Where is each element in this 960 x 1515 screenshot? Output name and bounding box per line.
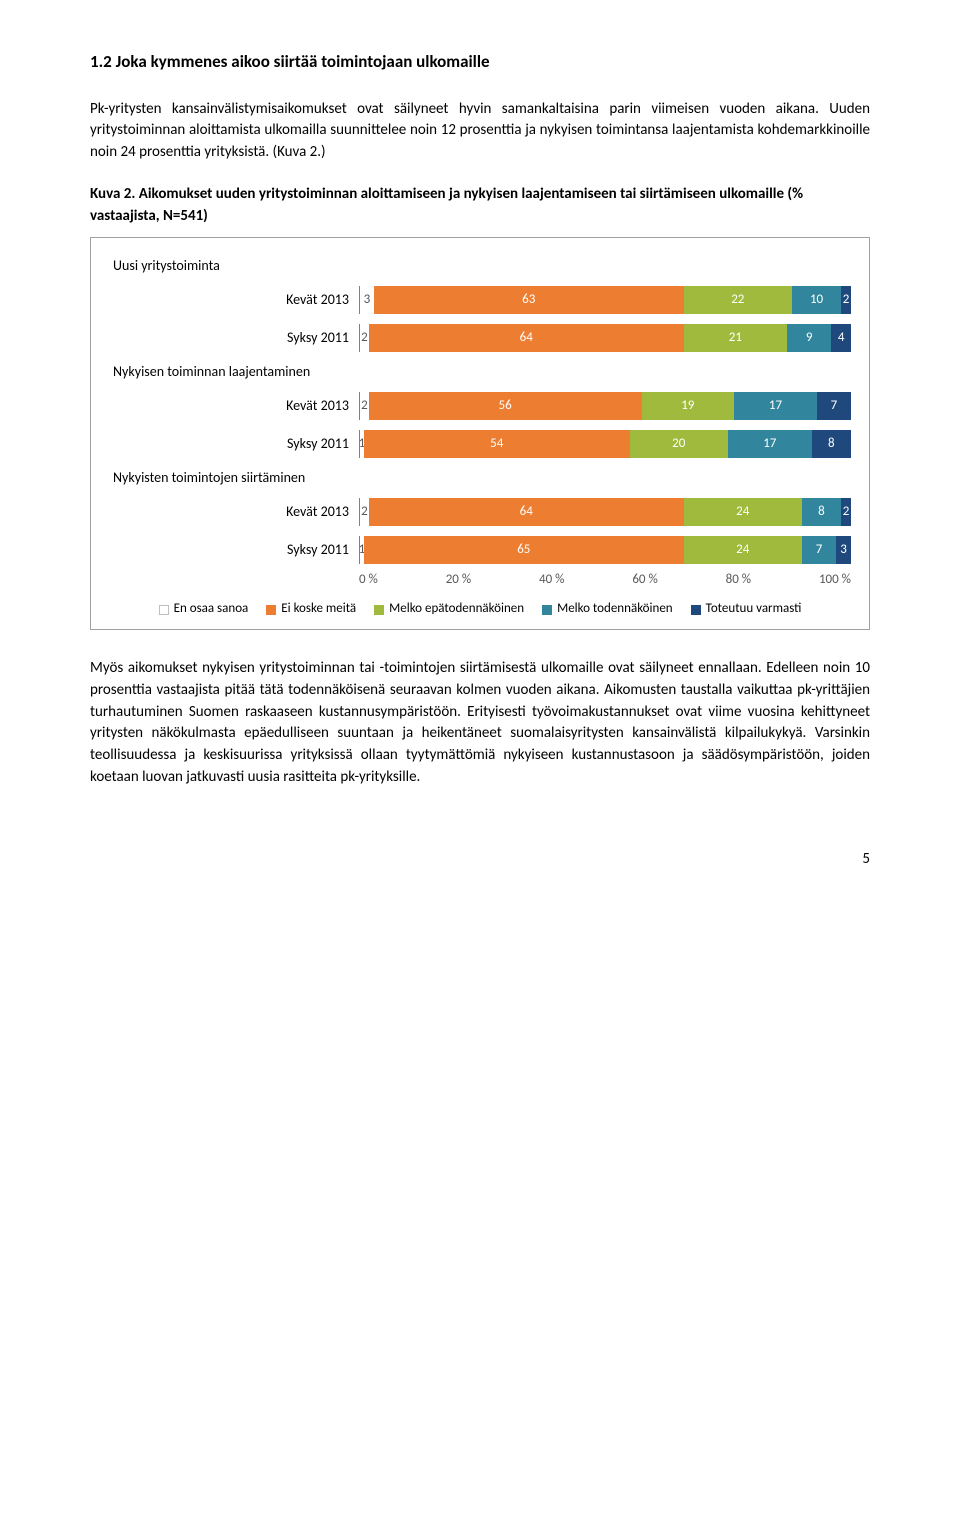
axis-tick: 40 %: [539, 571, 564, 590]
bar-segment: 8: [802, 498, 841, 526]
bar-area: 36322102: [359, 286, 851, 314]
chart-container: Uusi yritystoimintaKevät 201336322102Syk…: [90, 237, 870, 630]
axis-ticks: 0 % 20 % 40 % 60 % 80 % 100 %: [359, 571, 851, 590]
row-label: Kevät 2013: [109, 396, 359, 416]
legend-item: Melko todennäköinen: [542, 600, 673, 619]
bar-segment: 64: [369, 324, 684, 352]
bar-segment: 63: [374, 286, 684, 314]
bar-segment: 7: [817, 392, 851, 420]
bar-area: 1652473: [359, 536, 851, 564]
row-label: Kevät 2013: [109, 502, 359, 522]
bar-segment: 2: [359, 392, 369, 420]
bar-segment: 3: [836, 536, 851, 564]
bar-segment: 8: [812, 430, 851, 458]
bar-segment: 2: [841, 498, 851, 526]
bar-segment: 24: [684, 498, 802, 526]
legend-label: Melko todennäköinen: [557, 600, 673, 619]
legend-swatch: [266, 605, 276, 615]
axis-tick: 20 %: [446, 571, 471, 590]
bar-segment: 19: [642, 392, 735, 420]
bar-area: 2642482: [359, 498, 851, 526]
bar-segment: 56: [369, 392, 642, 420]
axis-tick: 80 %: [726, 571, 751, 590]
axis-tick: 100 %: [819, 571, 851, 590]
bar-segment: 9: [787, 324, 831, 352]
bar-segment: 17: [734, 392, 817, 420]
chart-data-row: Syksy 20111652473: [109, 536, 851, 564]
bar-segment: 4: [831, 324, 851, 352]
bar-segment: 17: [728, 430, 812, 458]
bar-segment: 54: [364, 430, 630, 458]
legend-swatch: [542, 605, 552, 615]
bar-area: 2642194: [359, 324, 851, 352]
legend-item: Melko epätodennäköinen: [374, 600, 524, 619]
bar-segment: 10: [792, 286, 841, 314]
page-number: 5: [90, 849, 870, 871]
legend-swatch: [691, 605, 701, 615]
chart-group-header: Nykyisten toimintojen siirtäminen: [109, 468, 851, 488]
bar-segment: 3: [359, 286, 374, 314]
legend-item: Ei koske meitä: [266, 600, 356, 619]
bar-segment: 22: [684, 286, 792, 314]
row-label: Syksy 2011: [109, 540, 359, 560]
bar-segment: 2: [841, 286, 851, 314]
legend-label: Toteutuu varmasti: [706, 600, 802, 619]
row-label: Syksy 2011: [109, 434, 359, 454]
chart-data-row: Kevät 201336322102: [109, 286, 851, 314]
axis-tick: 60 %: [632, 571, 657, 590]
legend-label: Ei koske meitä: [281, 600, 356, 619]
bar-segment: 2: [359, 498, 369, 526]
bar-segment: 7: [802, 536, 836, 564]
axis-row: 0 % 20 % 40 % 60 % 80 % 100 %: [109, 570, 851, 590]
chart-caption: Kuva 2. Aikomukset uuden yritystoiminnan…: [90, 184, 870, 228]
chart-data-row: Kevät 20132642482: [109, 498, 851, 526]
bar-segment: 2: [359, 324, 369, 352]
chart-group-header: Nykyisen toiminnan laajentaminen: [109, 362, 851, 382]
chart-group-header: Uusi yritystoiminta: [109, 256, 851, 276]
row-label: Kevät 2013: [109, 290, 359, 310]
group-header-label: Nykyisen toiminnan laajentaminen: [109, 362, 369, 382]
bar-segment: 64: [369, 498, 684, 526]
legend-label: En osaa sanoa: [174, 600, 249, 619]
section-title: 1.2 Joka kymmenes aikoo siirtää toiminto…: [90, 50, 870, 75]
axis-tick: 0 %: [359, 571, 378, 590]
chart-legend: En osaa sanoa Ei koske meitä Melko epätode…: [109, 600, 851, 619]
legend-label: Melko epätodennäköinen: [389, 600, 524, 619]
bar-segment: 21: [684, 324, 787, 352]
bar-area: 25619177: [359, 392, 851, 420]
bar-area: 15420178: [359, 430, 851, 458]
legend-item: En osaa sanoa: [159, 600, 249, 619]
chart-data-row: Syksy 20112642194: [109, 324, 851, 352]
bar-segment: 20: [630, 430, 728, 458]
chart-rows: Uusi yritystoimintaKevät 201336322102Syk…: [109, 256, 851, 564]
legend-swatch: [159, 605, 169, 615]
bar-segment: 65: [364, 536, 684, 564]
group-header-label: Uusi yritystoiminta: [109, 256, 369, 276]
group-header-label: Nykyisten toimintojen siirtäminen: [109, 468, 369, 488]
chart-data-row: Kevät 201325619177: [109, 392, 851, 420]
closing-paragraph: Myös aikomukset nykyisen yritystoiminnan…: [90, 658, 870, 789]
chart-data-row: Syksy 201115420178: [109, 430, 851, 458]
legend-swatch: [374, 605, 384, 615]
row-label: Syksy 2011: [109, 328, 359, 348]
legend-item: Toteutuu varmasti: [691, 600, 802, 619]
intro-paragraph: Pk-yritysten kansainvälistymisaikomukset…: [90, 99, 870, 164]
bar-segment: 24: [684, 536, 802, 564]
